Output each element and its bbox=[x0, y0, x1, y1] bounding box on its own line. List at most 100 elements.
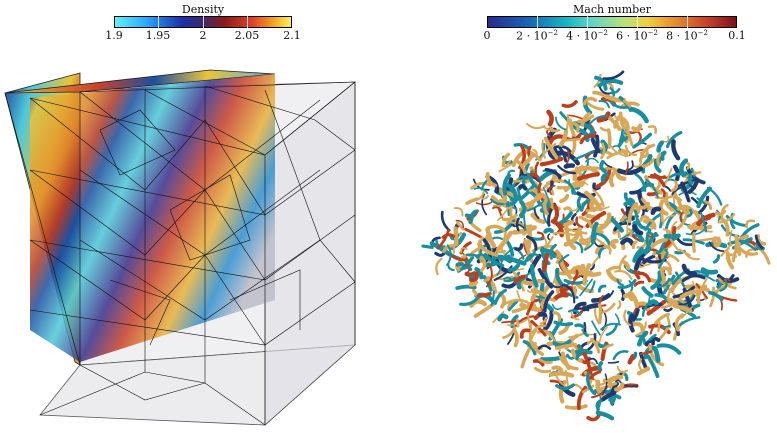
vortex-tube bbox=[623, 192, 635, 203]
vortex-tube bbox=[517, 183, 528, 191]
density-colorbar-title: Density bbox=[181, 3, 225, 16]
vortex-tube bbox=[515, 217, 520, 232]
vortex-tube bbox=[555, 267, 564, 286]
vortex-tube bbox=[567, 309, 582, 316]
vortex-tube bbox=[616, 365, 629, 374]
vortex-tube bbox=[577, 114, 595, 123]
vortex-tube bbox=[655, 244, 665, 255]
vortex-tube bbox=[582, 328, 589, 338]
vortex-tube bbox=[483, 269, 506, 283]
tetra-mesh bbox=[4, 81, 356, 426]
vortex-tube bbox=[526, 172, 539, 190]
vortex-tube bbox=[651, 336, 661, 346]
vortex-tube bbox=[532, 359, 545, 367]
vortex-tube bbox=[638, 201, 650, 210]
vortex-tube bbox=[514, 158, 527, 175]
vortex-tube bbox=[586, 372, 597, 396]
vortex-tube bbox=[657, 251, 669, 269]
vortex-tube bbox=[488, 254, 513, 264]
vortex-tube bbox=[678, 248, 691, 257]
vortex-tube bbox=[528, 337, 544, 356]
vortex-tube bbox=[631, 240, 638, 250]
vortex-tube bbox=[657, 277, 671, 288]
vortex-tube bbox=[634, 321, 647, 337]
vortex-tube bbox=[667, 201, 682, 216]
vortex-tube bbox=[531, 324, 547, 334]
vortex-tube bbox=[574, 344, 582, 354]
vortex-tube bbox=[663, 233, 681, 239]
mach-colorbar-gradient bbox=[487, 16, 737, 28]
vortex-tube bbox=[542, 251, 550, 273]
vortex-tube bbox=[599, 159, 607, 173]
vortex-tube bbox=[441, 233, 456, 239]
vortex-tube bbox=[486, 224, 506, 232]
vortex-tube bbox=[465, 253, 480, 258]
vortex-tube bbox=[526, 235, 538, 251]
vortex-tube bbox=[581, 302, 602, 312]
vortex-tube bbox=[555, 383, 575, 391]
vortex-tube bbox=[603, 161, 613, 168]
vortex-tube bbox=[657, 321, 661, 333]
vortex-tube bbox=[637, 330, 649, 347]
vortex-tube bbox=[536, 329, 554, 340]
vortex-tube bbox=[624, 161, 629, 176]
vortex-tube bbox=[544, 167, 562, 179]
vortex-tube bbox=[665, 130, 683, 149]
vortex-tube bbox=[684, 284, 710, 293]
vortex-tube bbox=[483, 252, 505, 268]
vortex-tube bbox=[556, 183, 582, 190]
vortex-tube bbox=[603, 245, 612, 255]
vortex-tube bbox=[665, 230, 679, 251]
vortex-tube bbox=[563, 226, 582, 247]
vortex-tube bbox=[617, 378, 638, 388]
vortex-tube bbox=[674, 313, 685, 332]
vortex-tube bbox=[608, 170, 617, 188]
vortex-tube bbox=[558, 258, 573, 280]
vortex-tube bbox=[597, 303, 603, 325]
vortex-tube bbox=[559, 193, 570, 204]
vortex-tube bbox=[678, 295, 696, 306]
vortex-tube bbox=[558, 379, 567, 404]
mach-tick-label: 4 · 10−2 bbox=[566, 29, 608, 43]
vortex-tube bbox=[562, 283, 576, 304]
vortex-tube bbox=[502, 326, 516, 339]
vortex-tube bbox=[648, 237, 668, 251]
vortex-tube bbox=[570, 348, 583, 363]
vortex-tube bbox=[492, 206, 503, 212]
vortex-tube bbox=[501, 320, 523, 324]
vortex-tube bbox=[632, 132, 652, 149]
vortex-tube bbox=[661, 214, 676, 226]
vortex-tube bbox=[464, 271, 477, 277]
vortex-tube bbox=[713, 236, 722, 248]
vortex-tube bbox=[584, 190, 603, 212]
vortex-tube bbox=[453, 207, 464, 217]
vortex-tube bbox=[473, 302, 495, 318]
vortex-tube bbox=[582, 96, 598, 106]
vortex-tube bbox=[609, 238, 619, 250]
vortex-tube bbox=[542, 186, 552, 207]
vortex-tube bbox=[646, 299, 667, 316]
vortex-tube bbox=[468, 280, 479, 286]
vortex-tube bbox=[522, 153, 534, 166]
vortex-tube bbox=[543, 227, 554, 234]
mach-tick-mark bbox=[537, 16, 538, 28]
vortex-tube bbox=[696, 186, 712, 209]
vortex-tube bbox=[663, 185, 672, 192]
vortex-tube bbox=[639, 151, 649, 159]
vortex-tube bbox=[595, 410, 615, 421]
vortex-tube bbox=[497, 206, 510, 221]
vortex-tube bbox=[699, 211, 708, 233]
vortex-tube bbox=[600, 172, 609, 183]
vortex-tube bbox=[617, 279, 637, 289]
vortex-tube bbox=[456, 221, 465, 231]
vortex-tube bbox=[680, 181, 691, 203]
vortex-tube bbox=[614, 269, 633, 280]
vortex-tube bbox=[694, 272, 716, 282]
density-tick-label: 1.95 bbox=[145, 29, 171, 42]
vortex-tube bbox=[551, 303, 563, 311]
vortex-tube bbox=[583, 321, 587, 333]
vortex-tube bbox=[599, 126, 611, 132]
vortex-tube bbox=[620, 237, 635, 247]
vortex-tube bbox=[510, 175, 524, 196]
vortex-tube bbox=[631, 321, 645, 334]
